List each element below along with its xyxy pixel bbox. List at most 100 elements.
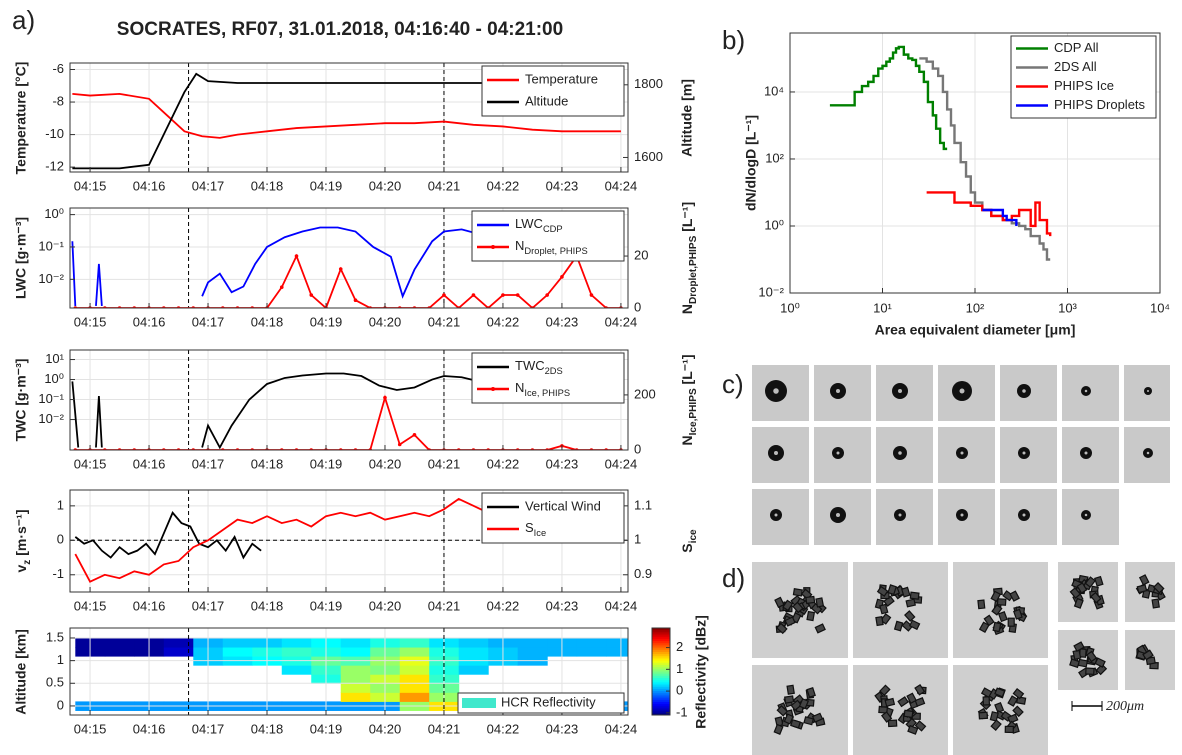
ice-crystal	[909, 591, 920, 600]
label-part: N	[679, 304, 695, 314]
heatmap-cell	[104, 647, 135, 657]
heatmap-cell	[458, 637, 489, 648]
plot	[790, 33, 1160, 293]
colorbar-slice	[652, 701, 670, 705]
ice-crystal	[1004, 725, 1014, 734]
droplet-highlight	[1022, 451, 1026, 455]
colorbar-slice	[652, 678, 670, 681]
ice-crystal	[980, 687, 993, 698]
ice-crystal	[884, 697, 896, 707]
x-tick-label: 04:19	[310, 598, 343, 613]
series-dot	[442, 293, 446, 297]
ice-crystal	[990, 719, 1002, 731]
x-tick-label: 04:18	[251, 721, 284, 736]
label-part: Droplet, PHIPS	[524, 246, 587, 256]
ice-crystal	[773, 723, 784, 735]
colorbar-slice	[652, 669, 670, 672]
x-tick-label: 04:23	[546, 178, 579, 193]
x-tick-label: 04:19	[310, 178, 343, 193]
ice-crystal	[1072, 649, 1082, 660]
ice-crystal	[790, 719, 801, 729]
colorbar-slice	[652, 660, 670, 664]
colorbar-slice	[652, 654, 670, 657]
y-tick-label: 10⁴	[764, 83, 784, 98]
label-part: S	[679, 543, 695, 552]
panel-label: c)	[722, 369, 744, 399]
ice-crystal	[1094, 575, 1104, 587]
ice-crystal	[786, 684, 795, 695]
plot-frame	[69, 627, 629, 716]
x-tick-label: 04:22	[487, 598, 520, 613]
x-tick-label: 04:21	[428, 314, 461, 329]
droplet-highlight	[960, 451, 964, 455]
ice-crystal	[997, 611, 1008, 623]
label-part: Ice	[534, 528, 546, 538]
x-tick-label: 04:21	[428, 721, 461, 736]
series-line	[982, 208, 1018, 226]
heatmap-cell	[281, 647, 312, 657]
colorbar-slice	[652, 682, 670, 686]
colorbar-slice	[652, 630, 670, 633]
heatmap-cell	[163, 647, 194, 657]
colorbar-slice	[652, 704, 670, 707]
image-tile	[853, 665, 948, 755]
y2-axis-label: Altitude [m]	[679, 79, 695, 157]
ice-crystal	[1007, 617, 1015, 627]
y-tick-label: 1	[57, 652, 64, 667]
colorbar-slice	[652, 675, 670, 679]
y2-tick-label: 1	[634, 532, 641, 547]
heatmap-cell	[340, 683, 371, 693]
droplet-highlight	[1147, 390, 1149, 392]
colorbar-slice	[652, 673, 670, 677]
label-part: [m·s⁻¹]	[13, 509, 29, 559]
x-tick-label: 04:17	[192, 598, 225, 613]
series-line	[74, 511, 262, 560]
plot	[70, 490, 628, 592]
y2-tick-label: 1600	[634, 149, 663, 164]
label-part: [L⁻¹]	[679, 202, 695, 236]
y2-axis-label: NIce,PHIPS [L⁻¹]	[679, 354, 699, 445]
y-tick-label: 0	[57, 697, 64, 712]
droplet-highlight	[774, 513, 778, 517]
legend-box	[457, 692, 625, 714]
x-tick-label: 04:24	[605, 598, 638, 613]
ice-crystal	[1073, 641, 1085, 652]
ice-crystal	[1073, 597, 1084, 609]
y-tick-label: 10⁰	[44, 206, 64, 221]
heatmap-cell	[606, 637, 628, 648]
x-tick-label: 04:22	[487, 314, 520, 329]
ice-crystal	[811, 712, 824, 723]
legend-label: PHIPS Droplets	[1054, 97, 1146, 112]
heatmap-cell	[399, 692, 430, 702]
ice-crystal	[897, 696, 909, 708]
y-tick-label: 10⁻¹	[38, 238, 64, 253]
y-axis-label: TWC [g·m⁻³]	[13, 359, 29, 442]
heatmap-cell	[517, 647, 548, 657]
ice-crystal	[1084, 576, 1096, 588]
series-dot	[294, 254, 299, 258]
heatmap-cell	[399, 665, 430, 675]
heatmap-cell	[281, 637, 312, 648]
ice-crystal	[880, 613, 892, 625]
y2-axis-label: NDroplet,PHIPS [L⁻¹]	[679, 202, 699, 314]
y-tick-label: 10⁻²	[38, 411, 64, 426]
y-tick-label: 0.5	[46, 675, 64, 690]
panel-label: d)	[722, 563, 745, 593]
x-tick-label: 04:17	[192, 721, 225, 736]
label-part: Ice, PHIPS	[524, 388, 570, 398]
series-dot	[545, 293, 549, 297]
y-tick-label: 1.5	[46, 629, 64, 644]
ice-crystal	[806, 686, 816, 698]
colorbar-tick-label: 2	[676, 639, 683, 654]
x-tick-label: 04:22	[487, 178, 520, 193]
colorbar-slice	[652, 684, 670, 688]
x-tick-label: 04:15	[74, 178, 107, 193]
ice-crystal	[1136, 584, 1148, 594]
series-line	[829, 45, 948, 151]
x-tick-label: 04:20	[369, 456, 402, 471]
y-tick-label: 10¹	[45, 351, 64, 366]
x-tick-label: 04:22	[487, 721, 520, 736]
ice-crystal	[989, 711, 999, 722]
